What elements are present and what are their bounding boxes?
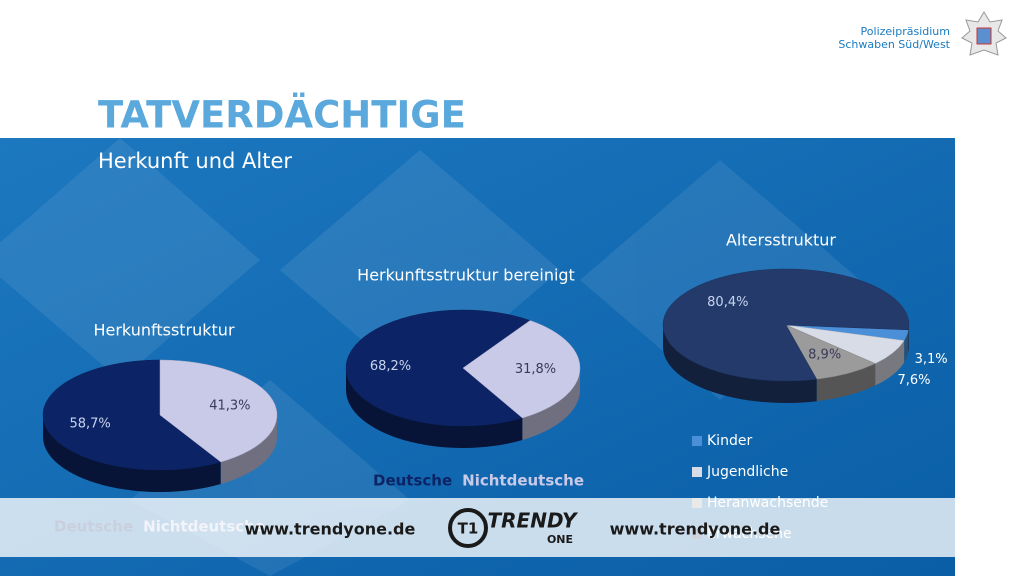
pie-side — [663, 325, 817, 403]
pie: 68,2% 31,8% Herkunftsstruktur bereinigt Deu… — [345, 266, 584, 490]
legend-swatch — [692, 436, 702, 446]
slide-title: TATVERDÄCHTIGE — [98, 93, 466, 137]
watermark-url: www.trendyone.de — [610, 520, 781, 539]
legend-swatch — [692, 467, 702, 477]
pie-side — [522, 368, 580, 440]
watermark-brand: ONE — [547, 533, 573, 546]
pie-slice — [662, 268, 910, 382]
chart-title: Altersstruktur — [726, 231, 836, 250]
pie-slice — [345, 309, 531, 427]
legend-label: Kinder — [707, 433, 752, 449]
pie-slice — [42, 359, 222, 471]
pie-side — [904, 329, 909, 363]
data-label: 41,3% — [209, 398, 250, 413]
watermark-url: www.trendyone.de — [245, 520, 416, 539]
pie-side — [43, 415, 221, 492]
watermark-brand: TRENDY — [488, 509, 579, 533]
legend-label: Deutsche — [373, 472, 452, 490]
chart-title: Herkunftsstruktur bereinigt — [357, 266, 575, 285]
data-label: 7,6% — [898, 373, 931, 388]
pie-side — [816, 363, 876, 402]
watermark-band — [0, 498, 955, 557]
data-label: 8,9% — [808, 347, 841, 362]
pie-side — [346, 368, 523, 448]
pie-side — [875, 340, 905, 386]
data-label: 68,2% — [370, 359, 411, 374]
legend-label: Nichtdeutsche — [462, 472, 584, 490]
pie-side — [220, 415, 277, 484]
watermark-logo: T1 — [458, 520, 479, 538]
watermark-logo — [448, 508, 488, 548]
legend-label: Jugendliche — [706, 464, 788, 480]
org-name: Schwaben Süd/West — [838, 38, 950, 51]
pie-slice — [462, 320, 581, 419]
pie-slice — [159, 359, 278, 463]
org-name: Polizeipräsidium — [861, 25, 950, 38]
slide-subtitle: Herkunft und Alter — [98, 149, 292, 173]
data-label: 3,1% — [915, 352, 948, 367]
police-star — [961, 11, 1007, 56]
data-label: 80,4% — [707, 295, 748, 310]
chart-title: Herkunftsstruktur — [93, 321, 234, 340]
data-label: 31,8% — [515, 362, 556, 377]
data-label: 58,7% — [69, 417, 110, 432]
